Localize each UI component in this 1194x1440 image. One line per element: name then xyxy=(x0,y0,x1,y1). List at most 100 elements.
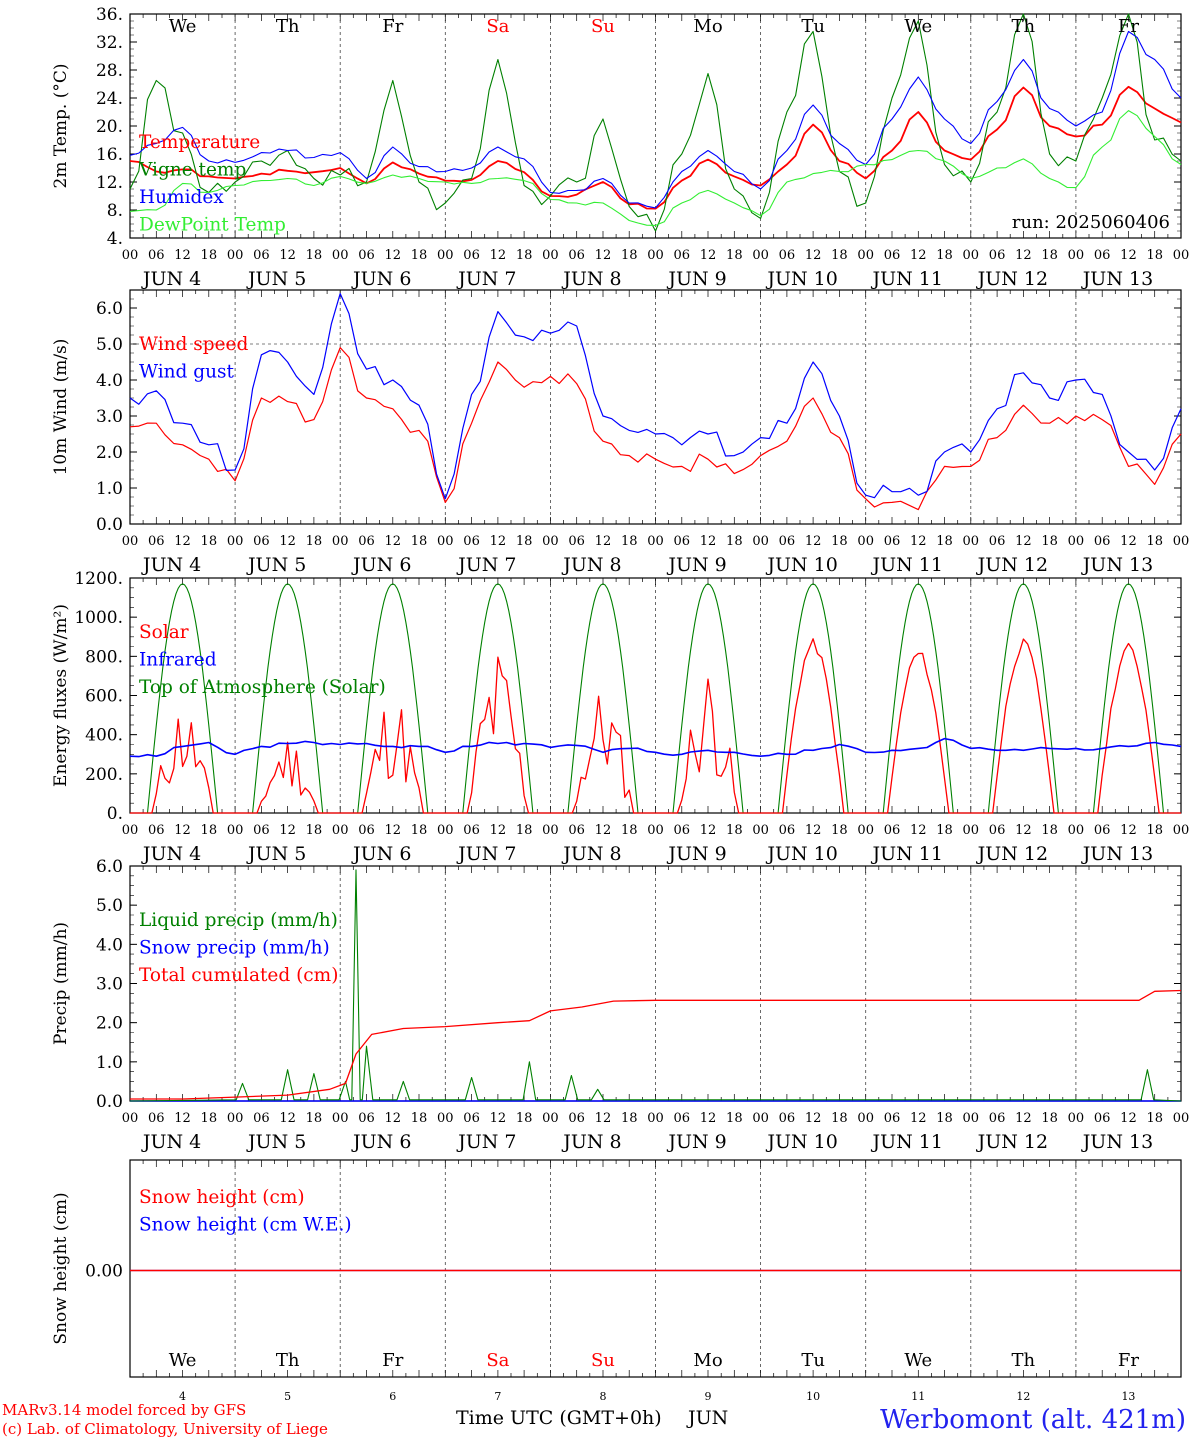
hour-tick-label: 06 xyxy=(148,534,165,549)
hour-tick-label: 06 xyxy=(148,823,165,838)
hour-tick-label: 12 xyxy=(174,534,191,549)
date-label: JUN 7 xyxy=(456,843,516,865)
hour-tick-label: 12 xyxy=(1015,248,1032,263)
series-line-total-cumulated xyxy=(130,989,1182,1100)
hour-tick-label: 06 xyxy=(463,823,480,838)
location-label: Werbomont (alt. 421m) xyxy=(880,1405,1186,1435)
hour-tick-label: 18 xyxy=(411,534,428,549)
hour-tick-label: 18 xyxy=(621,823,638,838)
hour-tick-label: 12 xyxy=(805,248,822,263)
date-label: JUN 8 xyxy=(561,1131,621,1153)
hour-tick-label: 00 xyxy=(963,823,980,838)
series-line-temperature xyxy=(129,85,1182,210)
hour-tick-label: 18 xyxy=(306,534,323,549)
y-axis-title: 2m Temp. (°C) xyxy=(51,63,71,188)
date-label: JUN 8 xyxy=(561,554,621,576)
hour-tick-label: 18 xyxy=(201,1111,218,1126)
hour-tick-label: 18 xyxy=(516,248,533,263)
hour-tick-label: 00 xyxy=(1173,1111,1190,1126)
date-label: JUN 13 xyxy=(1081,554,1153,576)
series-line-infrared xyxy=(129,737,1182,758)
weekday-label: Sa xyxy=(486,16,509,37)
weekday-label: We xyxy=(169,1350,197,1371)
hour-tick-label: 00 xyxy=(332,823,349,838)
hour-tick-label: 06 xyxy=(358,823,375,838)
hour-tick-label: 06 xyxy=(884,534,901,549)
weekday-label: Sa xyxy=(486,1350,509,1371)
hour-tick-label: 18 xyxy=(936,1111,953,1126)
y-tick-label: 4.0 xyxy=(96,371,123,391)
hour-tick-label: 00 xyxy=(332,1111,349,1126)
hour-tick-label: 06 xyxy=(1094,1111,1111,1126)
y-minor-ticks xyxy=(130,289,1181,525)
day-number-label: 9 xyxy=(705,1390,712,1403)
panel-energy: 1200. 1000. 800. 600. 400. 200. 0. Energy fluxe… xyxy=(51,569,1189,865)
y-tick-label: 2.0 xyxy=(96,443,123,463)
hour-tick-label: 06 xyxy=(674,1111,691,1126)
panel-precip: 6.0 5.0 4.0 3.0 2.0 1.0 0.0 Precip (mm/h) Liquid… xyxy=(51,857,1189,1153)
y-tick-label: 36. xyxy=(96,5,123,25)
date-label: JUN 13 xyxy=(1081,268,1153,290)
hour-tick-label: 06 xyxy=(148,1111,165,1126)
hour-tick-label: 00 xyxy=(1068,1111,1085,1126)
y-tick-label: 3.0 xyxy=(96,975,123,995)
hour-tick-label: 00 xyxy=(332,534,349,549)
hour-tick-label: 18 xyxy=(936,248,953,263)
y-axis-title: Precip (mm/h) xyxy=(51,922,71,1045)
date-label: JUN 9 xyxy=(666,1131,726,1153)
hour-tick-label: 06 xyxy=(358,534,375,549)
hour-tick-label: 06 xyxy=(989,248,1006,263)
hour-tick-label: 18 xyxy=(831,248,848,263)
y-tick-label: 0.00 xyxy=(85,1262,123,1282)
hour-tick-label: 12 xyxy=(805,534,822,549)
hour-tick-label: 18 xyxy=(726,248,743,263)
hour-tick-label: 06 xyxy=(358,248,375,263)
hour-tick-label: 06 xyxy=(253,823,270,838)
hour-tick-label: 12 xyxy=(279,248,296,263)
hour-tick-label: 06 xyxy=(674,534,691,549)
time-ticks xyxy=(129,578,1182,813)
y-tick-label: 0.0 xyxy=(96,515,123,535)
hour-tick-label: 00 xyxy=(227,248,244,263)
day-number-label: 5 xyxy=(284,1390,291,1403)
series-line-wind-speed xyxy=(129,347,1182,511)
time-ticks xyxy=(129,866,1182,1101)
hour-tick-label: 18 xyxy=(831,1111,848,1126)
y-tick-label: 1.0 xyxy=(96,1053,123,1073)
date-label: JUN 11 xyxy=(870,843,942,865)
hour-tick-label: 00 xyxy=(647,534,664,549)
run-label: run: 2025060406 xyxy=(1012,212,1170,233)
legend-entry: Infrared xyxy=(139,650,217,671)
hour-tick-label: 18 xyxy=(936,534,953,549)
hour-tick-label: 18 xyxy=(201,823,218,838)
day-number-label: 7 xyxy=(494,1390,501,1403)
y-tick-label: 4.0 xyxy=(96,935,123,955)
date-label: JUN 8 xyxy=(561,268,621,290)
hour-tick-label: 00 xyxy=(647,1111,664,1126)
hour-tick-label: 18 xyxy=(201,534,218,549)
hour-tick-label: 06 xyxy=(989,534,1006,549)
weekday-label: We xyxy=(904,1350,932,1371)
hour-tick-label: 00 xyxy=(332,248,349,263)
month-label: JUN xyxy=(686,1407,728,1429)
hour-tick-label: 12 xyxy=(700,823,717,838)
hour-tick-label: 18 xyxy=(936,823,953,838)
hour-tick-label: 12 xyxy=(490,823,507,838)
date-label: JUN 10 xyxy=(765,554,837,576)
y-tick-label: 600. xyxy=(85,687,123,707)
hour-tick-label: 18 xyxy=(516,534,533,549)
credit-line: (c) Lab. of Climatology, University of L… xyxy=(2,1420,328,1438)
legend-entry: Snow height (cm W.E.) xyxy=(139,1215,352,1236)
hour-tick-label: 00 xyxy=(1173,534,1190,549)
hour-tick-label: 06 xyxy=(568,1111,585,1126)
weekday-label: Fr xyxy=(382,16,403,37)
hour-tick-label: 00 xyxy=(1068,534,1085,549)
date-label: JUN 4 xyxy=(141,1131,201,1153)
hour-tick-label: 18 xyxy=(411,823,428,838)
hour-tick-label: 06 xyxy=(148,248,165,263)
series-line-wind-gust xyxy=(129,293,1182,500)
hour-tick-label: 18 xyxy=(306,823,323,838)
hour-tick-label: 00 xyxy=(752,534,769,549)
date-label: JUN 6 xyxy=(351,268,411,290)
legend-entry: Top of Atmosphere (Solar) xyxy=(139,677,386,698)
